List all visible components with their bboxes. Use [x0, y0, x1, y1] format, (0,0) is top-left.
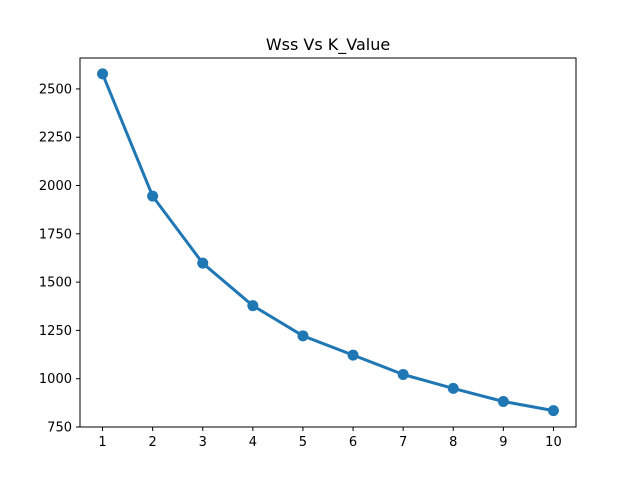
data-point: [347, 349, 359, 361]
plot-series: [97, 68, 559, 417]
x-axis: 1 2 3 4 5 6 7 8 9 10: [98, 427, 562, 450]
y-tick-label: 1250: [39, 324, 72, 339]
y-tick-label: 2000: [39, 179, 72, 194]
x-tick-label: 7: [399, 435, 407, 450]
data-point: [247, 300, 259, 312]
data-point: [547, 405, 559, 417]
chart-title: Wss Vs K_Value: [266, 35, 390, 55]
data-point: [397, 368, 409, 380]
x-tick-label: 1: [98, 435, 106, 450]
x-tick-label: 10: [545, 435, 562, 450]
data-point: [297, 330, 309, 342]
series-line: [101, 72, 555, 413]
x-tick-label: 8: [449, 435, 457, 450]
x-tick-label: 9: [499, 435, 507, 450]
data-point: [447, 382, 459, 394]
x-tick-label: 3: [199, 435, 207, 450]
data-point: [97, 68, 109, 80]
plot-frame: [79, 57, 577, 428]
y-tick-label: 1500: [39, 276, 72, 291]
x-tick-label: 6: [349, 435, 357, 450]
y-tick-label: 750: [47, 421, 72, 436]
x-tick-label: 5: [299, 435, 307, 450]
data-point: [497, 395, 509, 407]
data-point: [197, 257, 209, 269]
y-tick-label: 1750: [39, 227, 72, 242]
y-tick-label: 1000: [39, 372, 72, 387]
y-tick-label: 2250: [39, 131, 72, 146]
x-tick-label: 4: [249, 435, 257, 450]
data-point: [147, 190, 159, 202]
y-axis: 750 1000 1250 1500 1750 2000 2250 2500: [39, 82, 80, 436]
x-tick-label: 2: [149, 435, 157, 450]
y-tick-label: 2500: [39, 82, 72, 97]
